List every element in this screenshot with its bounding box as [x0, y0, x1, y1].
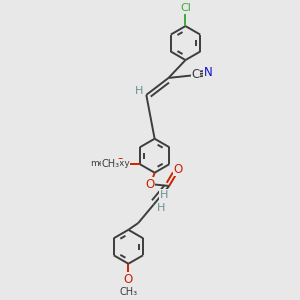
Text: C: C — [192, 68, 200, 81]
Text: H: H — [157, 203, 166, 213]
Text: O: O — [115, 158, 124, 170]
Text: H: H — [134, 86, 143, 96]
Text: Cl: Cl — [180, 3, 191, 13]
Text: O: O — [146, 178, 154, 191]
Text: O: O — [173, 163, 182, 176]
Text: H: H — [159, 190, 168, 200]
Text: O: O — [124, 273, 133, 286]
Text: methoxy: methoxy — [90, 159, 130, 168]
Text: N: N — [204, 66, 212, 79]
Text: CH₃: CH₃ — [101, 159, 119, 169]
Text: CH₃: CH₃ — [119, 287, 137, 298]
